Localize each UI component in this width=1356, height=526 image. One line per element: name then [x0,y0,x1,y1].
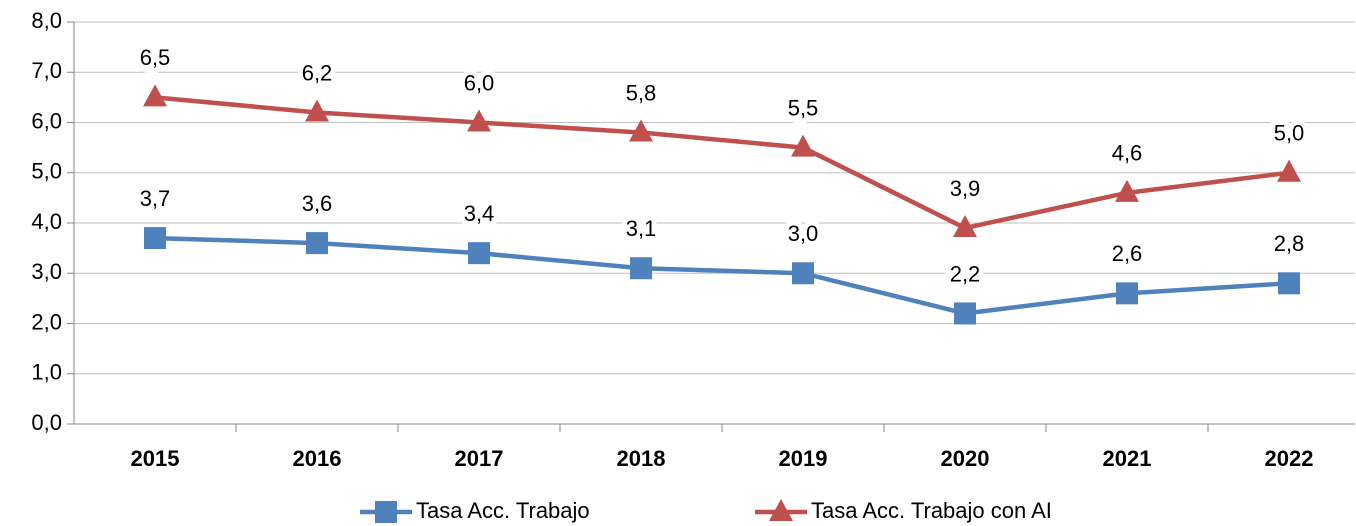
data-label: 3,9 [950,176,981,201]
marker [375,501,397,523]
x-tick-label: 2019 [779,446,828,471]
data-label: 4,6 [1112,141,1143,166]
marker [468,242,490,265]
y-tick-label: 1,0 [31,360,62,385]
marker [305,99,329,122]
data-label: 2,8 [1274,231,1305,256]
y-tick-label: 4,0 [31,209,62,234]
y-tick-label: 7,0 [31,58,62,83]
marker [306,232,328,255]
data-label: 5,5 [788,95,819,120]
data-label: 6,5 [140,45,171,70]
marker [1115,179,1139,202]
data-label: 5,8 [626,80,657,105]
data-label: 3,0 [788,221,819,246]
marker [769,499,793,521]
marker [1278,272,1300,295]
y-tick-label: 0,0 [31,410,62,435]
y-tick-label: 5,0 [31,159,62,184]
marker [791,134,815,157]
x-tick-label: 2018 [617,446,666,471]
data-label: 5,0 [1274,121,1305,146]
y-tick-label: 6,0 [31,108,62,133]
data-label: 2,6 [1112,241,1143,266]
y-tick-label: 2,0 [31,309,62,334]
legend-label: Tasa Acc. Trabajo con AI [811,498,1052,523]
data-label: 3,1 [626,216,657,241]
marker [629,119,653,142]
data-label: 3,4 [464,201,495,226]
y-tick-label: 8,0 [31,8,62,33]
marker [953,215,977,238]
marker [143,84,167,107]
series-line [154,95,1290,231]
x-tick-label: 2015 [131,446,180,471]
marker [630,257,652,280]
marker [1116,282,1138,305]
data-label: 6,0 [464,70,495,95]
data-label: 3,7 [140,186,171,211]
x-tick-label: 2020 [941,446,990,471]
series-line [154,235,1290,316]
data-label: 3,6 [302,191,333,216]
x-tick-label: 2016 [293,446,342,471]
x-tick-label: 2017 [455,446,504,471]
marker [467,109,491,132]
marker [144,227,166,250]
marker [954,302,976,325]
marker [1277,159,1301,182]
x-tick-label: 2021 [1103,446,1152,471]
data-label: 2,2 [950,261,981,286]
x-tick-label: 2022 [1265,446,1314,471]
legend-label: Tasa Acc. Trabajo [416,498,590,523]
data-label: 6,2 [302,60,333,85]
y-tick-label: 3,0 [31,259,62,284]
marker [792,262,814,285]
